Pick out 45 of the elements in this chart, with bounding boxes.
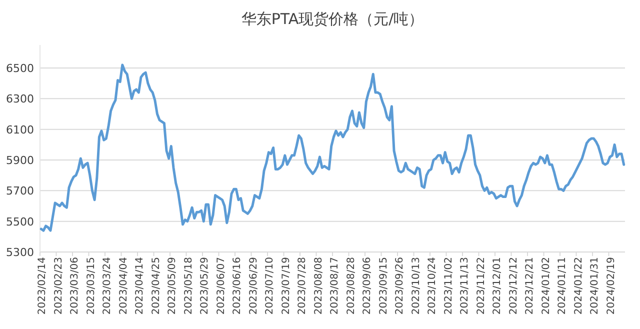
x-tick-label: 2023/04/14 [134,257,146,315]
x-tick-label: 2023/08/17 [330,257,341,315]
x-tick-label: 2023/03/06 [70,257,81,315]
x-tick-label: 2023/11/22 [476,257,487,315]
y-tick-label: 6500 [6,62,34,75]
x-tick-label: 2023/06/16 [232,257,244,315]
x-tick-label: 2023/12/01 [492,257,504,315]
x-tick-label: 2023/12/21 [524,257,536,315]
x-tick-label: 2023/05/09 [167,257,178,315]
chart-title: 华东PTA现货价格（元/吨） [241,10,424,28]
y-tick-label: 5500 [6,215,34,228]
x-tick-label: 2023/06/29 [248,257,260,315]
x-tick-label: 2024/02/19 [606,257,617,315]
x-tick-label: 2023/05/29 [200,257,211,315]
x-tick-label: 2023/09/06 [362,257,374,315]
x-tick-label: 2023/08/08 [313,257,324,315]
x-tick-label: 2023/08/28 [346,257,357,315]
x-tick-label: 2023/02/23 [53,257,64,315]
x-tick-label: 2023/07/10 [264,257,276,315]
y-tick-label: 6300 [6,92,34,106]
x-tick-label: 2023/03/15 [86,257,97,315]
x-tick-label: 2023/04/04 [118,257,130,315]
x-tick-label: 2023/09/15 [378,257,390,315]
x-tick-label: 2023/06/07 [216,257,227,315]
x-tick-label: 2023/03/24 [102,257,114,315]
y-tick-label: 5700 [6,184,34,198]
x-tick-label: 2023/05/18 [183,257,194,315]
x-tick-label: 2023/07/19 [280,257,292,315]
x-tick-label: 2023/04/25 [150,257,162,315]
x-tick-label: 2023/10/24 [427,257,438,315]
x-tick-label: 2023/07/28 [297,257,308,315]
x-tick-label: 2023/10/13 [410,257,422,315]
y-tick-label: 5300 [6,246,34,259]
x-tick-label: 2023/11/02 [443,257,454,315]
y-tick-label: 5900 [6,154,34,167]
x-tick-label: 2023/09/26 [394,257,406,315]
x-tick-label: 2024/01/31 [590,257,601,315]
y-tick-label: 6100 [6,123,34,136]
x-tick-label: 2024/01/02 [540,257,552,315]
x-tick-label: 2024/01/11 [557,257,568,315]
line-series [40,64,626,232]
x-tick-label: 2023/12/12 [508,257,520,315]
x-tick-label: 2023/11/13 [460,257,471,315]
x-tick-label: 2023/02/14 [37,257,48,315]
x-tick-label: 2024/01/22 [573,257,584,315]
